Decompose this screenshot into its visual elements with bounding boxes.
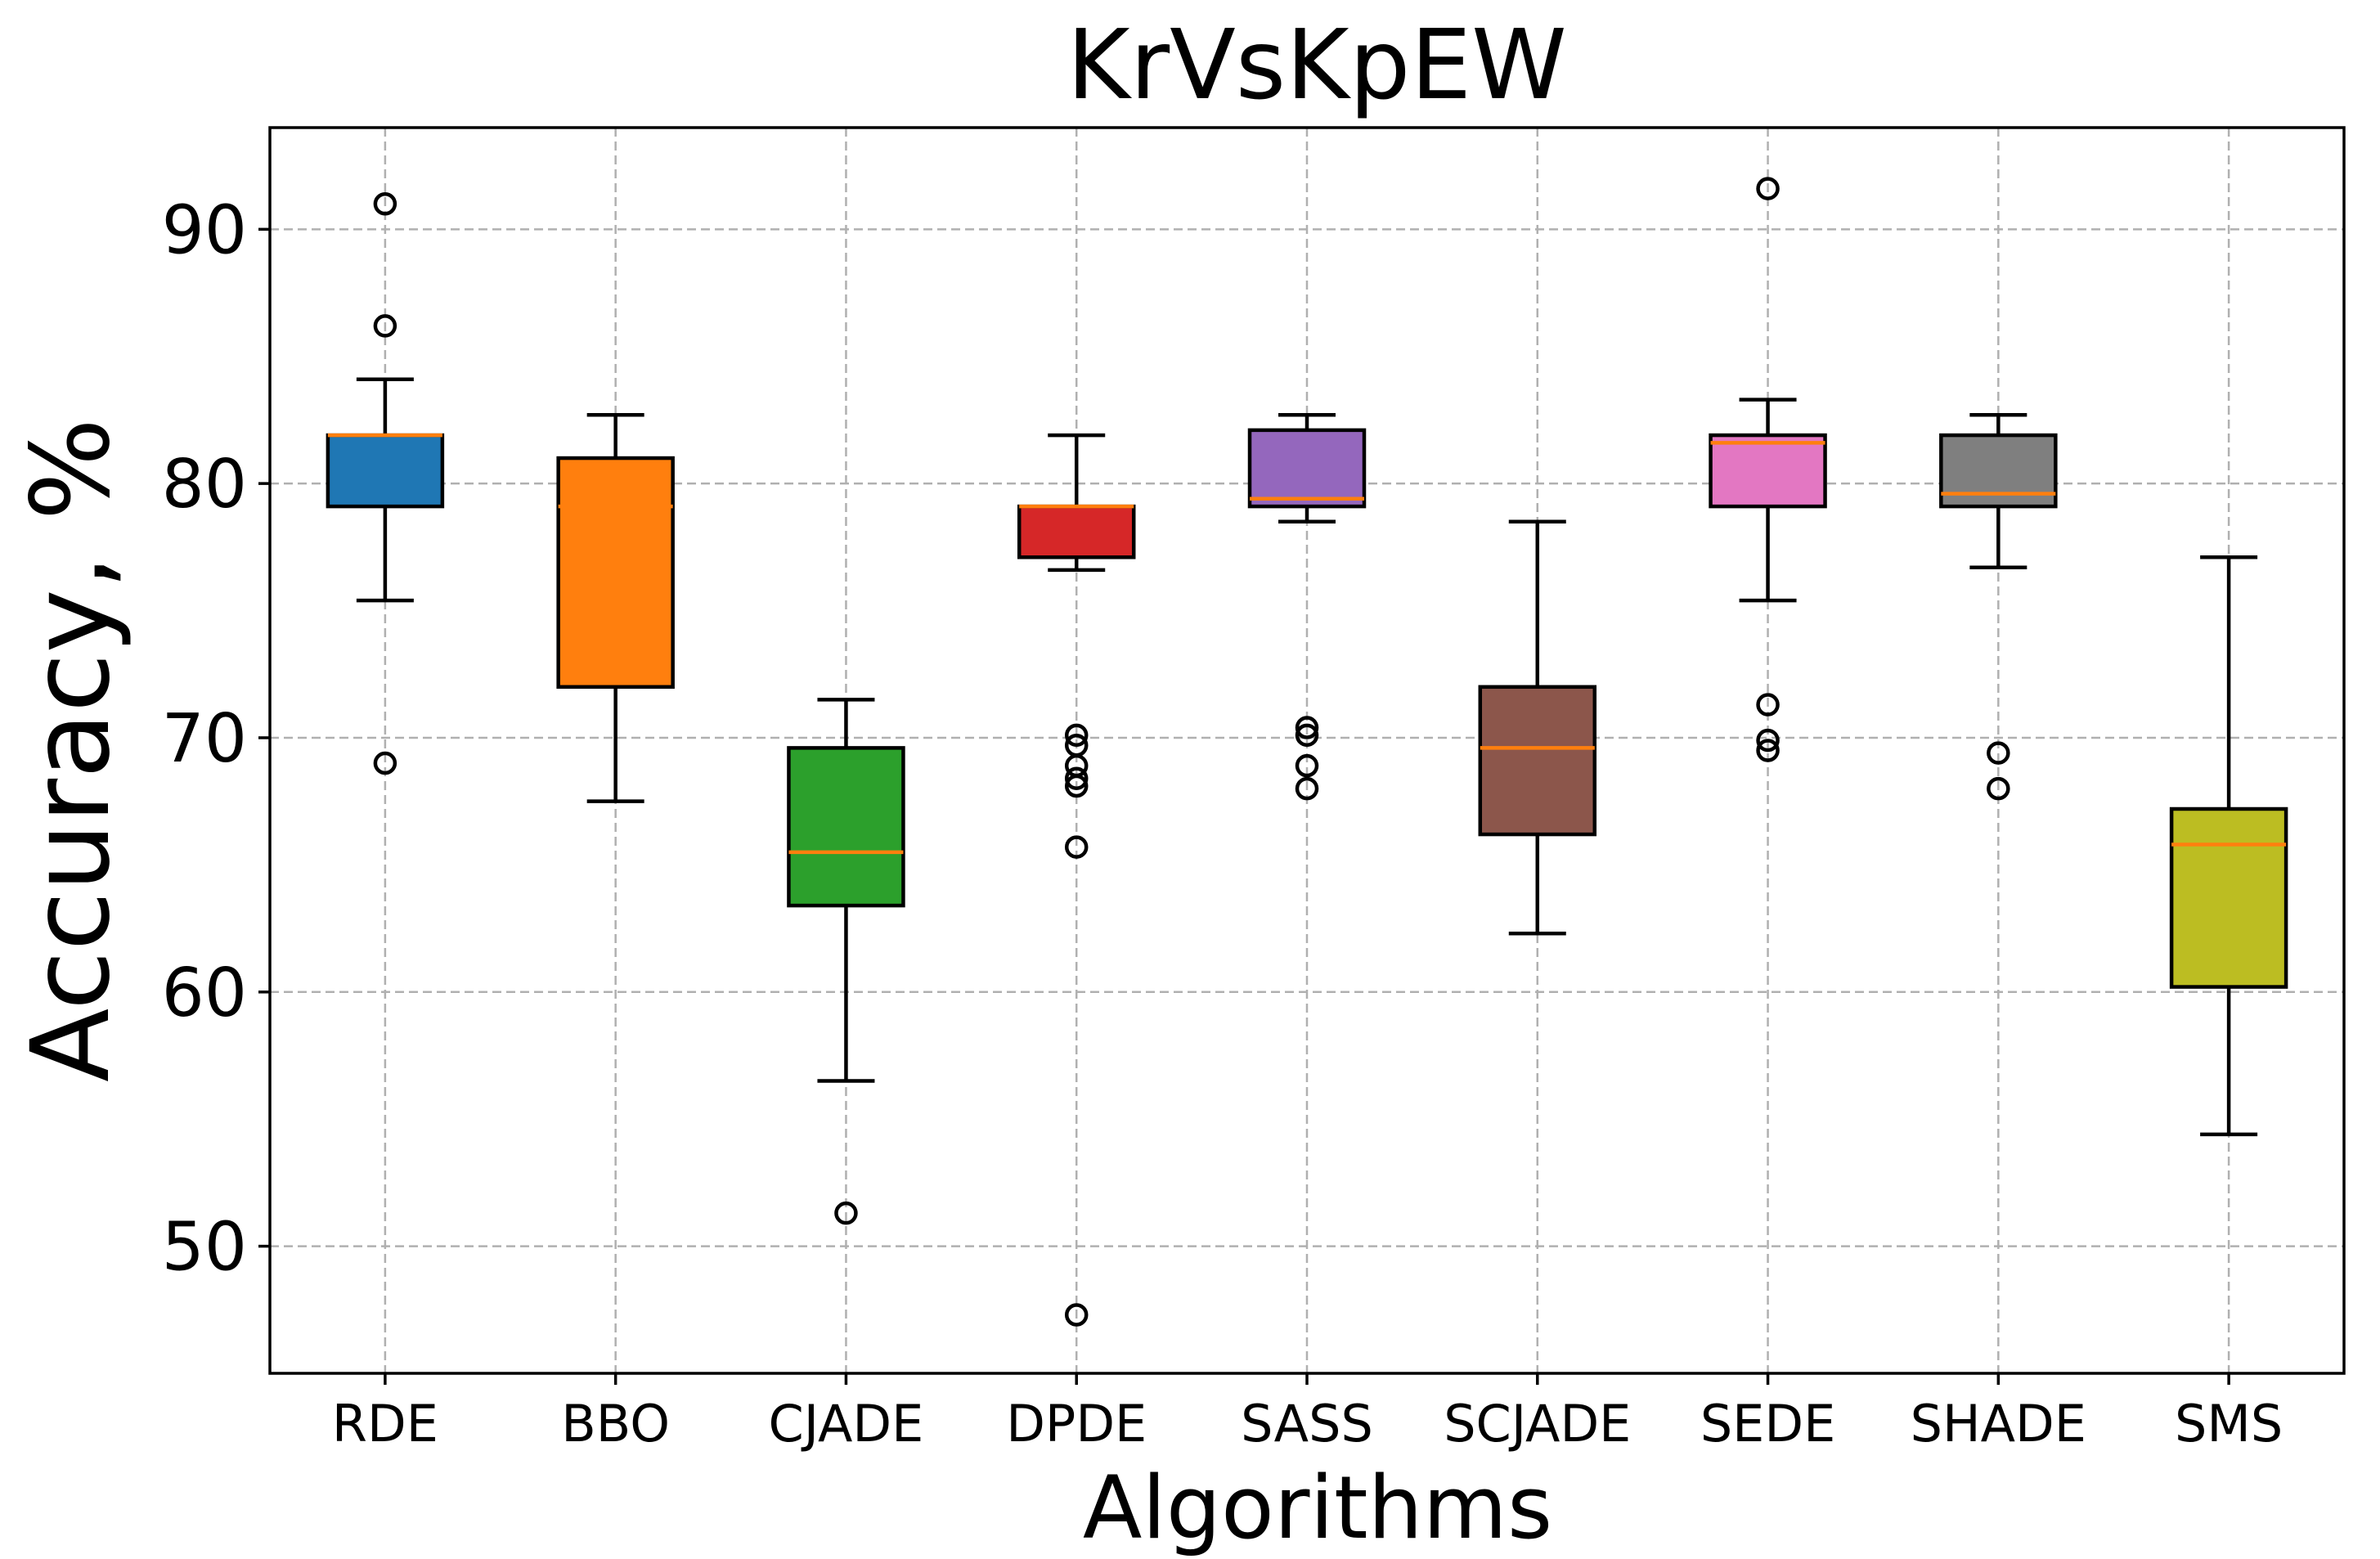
outlier-point [1064,1303,1089,1327]
box-bbo [556,412,675,803]
outlier-point [1064,774,1089,798]
outlier-point [1064,835,1089,859]
y-tick-label: 90 [162,191,247,269]
x-tick-label: RDE [332,1394,438,1453]
box-sede [1709,177,1827,762]
boxes [326,177,2288,1327]
iqr-box [1939,433,2058,509]
x-tick-label: SHADE [1911,1394,2086,1453]
outlier-point [1295,753,1319,778]
outlier-point [1756,739,1780,762]
outlier-point [1756,693,1780,717]
x-axis-label: Algorithms [1083,1458,1552,1558]
x-tick-label: BBO [561,1394,670,1453]
outlier-point [373,314,397,338]
x-tick-label: SEDE [1700,1394,1835,1453]
y-tick-label: 50 [162,1209,247,1287]
x-tick-label: DPDE [1006,1394,1147,1453]
iqr-box [326,433,445,509]
box-shade [1939,412,2058,801]
box-cjade [787,698,905,1225]
outlier-point [1987,741,2010,765]
box-scjade [1478,519,1597,936]
y-tick-label: 70 [162,700,247,778]
outlier-point [373,191,397,216]
axis-ticks: 50 60 70 80 90 RDE BBO CJADE DPDE SASS SCJADE SEDE S… [162,191,2283,1453]
box-sass [1247,412,1367,801]
y-tick-label: 60 [162,955,247,1032]
outlier-point [1295,723,1319,748]
iqr-box [556,456,675,690]
outlier-point [1064,766,1089,790]
iqr-box [1478,685,1597,837]
box-sms [2169,555,2288,1137]
iqr-box [1247,428,1367,509]
box-rde [326,191,445,775]
x-tick-label: SASS [1241,1394,1373,1453]
chart-title: KrVsKpEW [1067,8,1567,121]
x-tick-label: SCJADE [1444,1394,1631,1453]
iqr-box [2169,806,2288,989]
iqr-box [1709,433,1827,509]
outlier-point [373,751,397,775]
iqr-box [787,746,905,908]
y-tick-label: 80 [162,446,247,523]
box-dpde [1017,433,1136,1327]
x-tick-label: SMS [2175,1394,2283,1453]
outlier-point [1756,177,1780,200]
outlier-point [1295,716,1319,739]
grid-lines [270,128,2344,1373]
iqr-box [1017,504,1136,559]
outlier-point [1295,776,1319,801]
outlier-point [834,1201,858,1225]
x-tick-label: CJADE [769,1394,924,1453]
outlier-point [1987,776,2010,801]
y-axis-label: Accuracy, % [8,418,134,1082]
outlier-point [1756,728,1780,753]
outlier-point [1064,723,1089,748]
